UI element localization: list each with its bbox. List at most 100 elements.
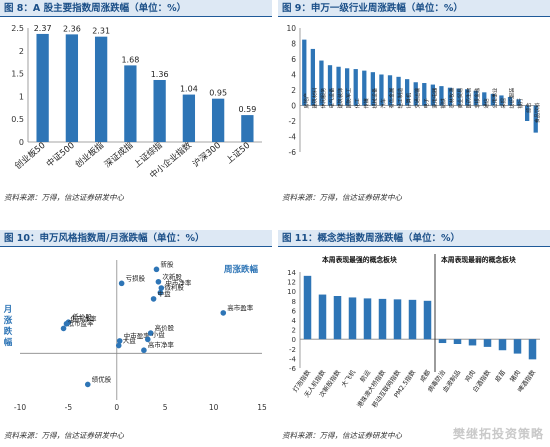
- fig9-bar: [430, 84, 435, 106]
- fig9-x-tick-label: 商业贸易: [456, 88, 464, 109]
- fig9-y-tick-label: 6: [291, 55, 296, 64]
- fig8-x-tick-label: 中证500: [44, 140, 77, 170]
- fig9-x-tick-label: 建筑材料: [310, 88, 318, 109]
- fig11-bar: [438, 339, 447, 344]
- fig9-x-tick-label: 通信: [482, 98, 490, 108]
- fig8-data-label: 2.31: [92, 27, 110, 36]
- fig11-left-group-label: 本周表现最强的概念板块: [322, 255, 397, 264]
- fig9-x-tick-label: 建筑装饰: [336, 88, 344, 109]
- fig11-y-tick-label: 2: [292, 327, 296, 335]
- fig9-y-tick-label: -4: [289, 133, 297, 142]
- fig11-y-tick-label: 8: [292, 298, 296, 306]
- fig9-bar: [533, 105, 538, 133]
- fig8-source: 资料来源：万得，信达证券研发中心: [4, 193, 124, 202]
- fig10-point-label: 绩优股: [92, 374, 112, 383]
- fig9-x-tick-label: 电子: [422, 98, 430, 108]
- fig10-point-label: 低价股: [72, 312, 92, 321]
- fig10-y-axis-label: 幅: [4, 337, 13, 348]
- fig11-x-tick-label: 大飞机: [339, 367, 358, 388]
- fig11-bar: [333, 296, 342, 340]
- fig9-x-tick-label: 食品饮料: [533, 103, 541, 124]
- fig9-bar: [362, 70, 367, 106]
- fig11-x-tick-label: 航运: [358, 367, 373, 383]
- fig10-point-label: 微利股: [164, 283, 184, 292]
- fig11-y-tick-label: 10: [287, 288, 296, 296]
- fig11-y-tick-label: -6: [289, 365, 297, 373]
- fig9-bar: [379, 74, 384, 106]
- fig10-x-tick-label: 5: [163, 403, 168, 412]
- fig9-bar: [516, 99, 521, 106]
- fig9-title: 图 9：申万一级行业周涨跌幅（单位：%）: [278, 0, 550, 17]
- fig10-point: [153, 266, 160, 273]
- fig10-y-axis-label: 月: [3, 305, 13, 315]
- fig11-bar: [528, 339, 537, 360]
- fig10-point-label: 大盘: [123, 336, 136, 345]
- fig10-point-label: 高市净率: [148, 340, 175, 349]
- fig8-data-label: 1.36: [151, 70, 169, 79]
- fig10-point-label: 次新股: [162, 272, 182, 281]
- fig11-y-tick-label: -4: [289, 355, 297, 363]
- fig9-bar: [327, 65, 333, 106]
- fig9-x-tick-label: 汽车: [379, 98, 387, 108]
- fig11-source: 资料来源：万得，信达证券研发中心: [282, 431, 402, 440]
- fig8-data-label: 2.37: [34, 24, 52, 33]
- fig9-y-tick-label: 8: [291, 40, 296, 49]
- fig10-point: [150, 296, 157, 302]
- fig9-x-tick-label: 家用电器: [430, 87, 438, 109]
- fig11-x-tick-label: 成都: [418, 367, 433, 383]
- fig11-bar: [498, 339, 507, 351]
- fig10-point: [84, 381, 91, 388]
- fig11-title: 图 11：概念类指数周涨跌幅（单位：%）: [278, 230, 550, 247]
- fig9-bar: [499, 95, 504, 106]
- fig8-bar: [65, 34, 79, 142]
- fig10-point-label: 中盘: [158, 289, 172, 298]
- fig9-x-tick-label: 综合: [525, 102, 533, 113]
- fig8-y-tick-label: 1.5: [11, 70, 24, 79]
- fig9-y-tick-label: 4: [291, 71, 296, 80]
- fig8-bar: [36, 33, 49, 142]
- fig9-bar: [525, 105, 530, 121]
- fig9-bar: [370, 72, 375, 106]
- fig9-x-tick-label: 计算机: [405, 92, 413, 108]
- fig11-bar: [318, 294, 327, 340]
- fig10-point: [158, 285, 165, 291]
- fig8-bar: [182, 94, 196, 142]
- fig8-y-tick-label: 1: [19, 92, 24, 101]
- fig9-x-tick-label: 机械设备: [370, 87, 378, 109]
- fig11-x-tick-label: 猪肉: [508, 368, 523, 383]
- fig9-x-tick-label: 钢铁: [439, 98, 447, 108]
- fig11-y-tick-label: -2: [289, 346, 296, 354]
- fig9-y-tick-label: 2: [291, 86, 296, 95]
- fig8-bar: [241, 115, 254, 142]
- fig10-point: [147, 330, 154, 336]
- fig8-chart: 0 0.5 1 1.5 2 2.5 2.37 创业板50 2.36 中证500 2.31 创业板指 1.…: [11, 24, 262, 181]
- fig11-y-tick-label: 0: [292, 336, 296, 344]
- fig9-x-tick-label: 轻工制造: [396, 87, 404, 109]
- fig10-point: [155, 278, 162, 285]
- fig11-y-tick-label: 4: [292, 317, 297, 325]
- panel-fig8: 图 8：A 股主要指数周涨跌幅（单位：%） 0 0.5 1 1.5 2 2.5 2.37 创业…: [0, 0, 272, 205]
- fig9-x-tick-label: 非银金融: [473, 88, 481, 109]
- fig10-x-tick-label: 0: [114, 403, 119, 412]
- fig8-y-tick-label: 2.5: [11, 24, 24, 33]
- fig9-bar: [353, 69, 358, 106]
- fig10-point: [141, 347, 147, 354]
- fig9-y-tick-label: 10: [286, 24, 296, 33]
- fig10-point-label: 中市净率: [165, 278, 192, 287]
- fig8-x-tick-label: 沪深300: [191, 140, 224, 170]
- fig8-y-tick-label: 2: [19, 47, 24, 56]
- fig11-x-tick-label: 鸡肉: [463, 368, 478, 383]
- fig9-chart: -6 -4 -2 0 2 4 6 8 10 房地产 建筑材料 休闲服务 电气设备 建筑装饰 国防军工 化工 传媒…: [286, 24, 541, 157]
- fig10-point: [157, 289, 164, 296]
- fig9-y-tick-label: -2: [289, 117, 297, 126]
- panel-fig10: 图 10：申万风格指数周/月涨跌幅（单位：%） -10 -5 0 5 10 15 周涨跌幅月…: [0, 230, 272, 447]
- fig11-bar: [423, 300, 432, 340]
- fig11-bar: [378, 298, 387, 340]
- fig9-bar: [405, 79, 410, 106]
- fig11-bar: [303, 275, 312, 340]
- fig9-bar: [439, 86, 444, 106]
- fig9-x-tick-label: 银行: [516, 98, 524, 108]
- fig9-bar: [422, 83, 427, 106]
- fig9-x-tick-label: 房地产: [302, 93, 310, 109]
- fig9-x-tick-label: 交通运输: [413, 87, 421, 109]
